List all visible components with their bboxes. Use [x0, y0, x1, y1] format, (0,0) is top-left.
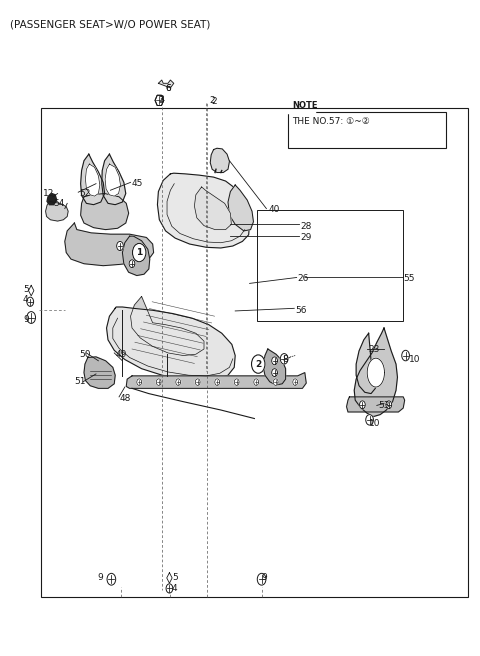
Polygon shape — [105, 164, 120, 196]
Polygon shape — [347, 397, 405, 412]
Text: 3: 3 — [158, 95, 164, 104]
Polygon shape — [46, 201, 68, 221]
Circle shape — [156, 379, 161, 385]
Text: 51: 51 — [74, 377, 86, 386]
Text: (PASSENGER SEAT>W/O POWER SEAT): (PASSENGER SEAT>W/O POWER SEAT) — [10, 20, 210, 30]
Text: 23: 23 — [369, 345, 380, 354]
Text: 55: 55 — [403, 274, 415, 283]
Text: 9: 9 — [23, 315, 29, 324]
Circle shape — [254, 379, 259, 385]
Polygon shape — [28, 285, 34, 296]
Text: 9: 9 — [262, 573, 267, 582]
Polygon shape — [81, 154, 105, 205]
Polygon shape — [131, 297, 204, 356]
Polygon shape — [158, 80, 174, 88]
Circle shape — [176, 379, 180, 385]
Circle shape — [234, 379, 239, 385]
Text: 1: 1 — [136, 248, 143, 257]
Circle shape — [132, 243, 146, 262]
Polygon shape — [167, 573, 172, 583]
Polygon shape — [228, 185, 253, 231]
Text: 4: 4 — [172, 584, 178, 593]
Bar — [41, 108, 468, 597]
Text: 53: 53 — [378, 401, 390, 410]
Text: 5: 5 — [172, 573, 178, 582]
Circle shape — [107, 573, 116, 585]
Polygon shape — [263, 349, 286, 385]
Polygon shape — [155, 95, 164, 106]
Text: 10: 10 — [369, 419, 380, 428]
Circle shape — [129, 260, 135, 268]
Text: 6: 6 — [166, 84, 171, 93]
Circle shape — [195, 379, 200, 385]
Polygon shape — [84, 357, 115, 388]
Text: 40: 40 — [269, 205, 280, 215]
Circle shape — [166, 584, 173, 593]
Circle shape — [360, 401, 365, 409]
Text: 6: 6 — [166, 84, 171, 93]
Text: 29: 29 — [300, 233, 312, 242]
Text: THE NO.57: ①~②: THE NO.57: ①~② — [292, 117, 370, 126]
Polygon shape — [102, 154, 126, 205]
Circle shape — [273, 379, 278, 385]
Polygon shape — [107, 307, 235, 380]
Circle shape — [117, 241, 123, 251]
Text: 52: 52 — [79, 189, 91, 198]
Circle shape — [293, 379, 298, 385]
Polygon shape — [210, 148, 229, 173]
Circle shape — [386, 401, 392, 409]
Polygon shape — [194, 187, 231, 230]
Circle shape — [137, 379, 142, 385]
Circle shape — [252, 355, 265, 373]
Polygon shape — [126, 373, 306, 388]
Circle shape — [280, 354, 288, 364]
Circle shape — [215, 379, 220, 385]
Polygon shape — [122, 236, 150, 276]
Text: NOTE: NOTE — [292, 100, 317, 110]
Text: 54: 54 — [53, 199, 64, 208]
Circle shape — [27, 297, 34, 306]
Text: 50: 50 — [79, 350, 91, 359]
Polygon shape — [85, 164, 100, 196]
Text: 3: 3 — [158, 96, 164, 105]
Bar — [288, 112, 446, 148]
Text: 9: 9 — [97, 573, 103, 582]
Text: 10: 10 — [409, 355, 421, 364]
Text: 4: 4 — [23, 295, 29, 304]
Polygon shape — [47, 194, 57, 205]
Circle shape — [257, 573, 266, 585]
Bar — [257, 210, 403, 321]
Text: 2: 2 — [209, 96, 215, 105]
Text: 28: 28 — [300, 222, 312, 231]
Text: 5: 5 — [23, 285, 29, 295]
Text: 8: 8 — [282, 355, 288, 364]
Text: 2: 2 — [211, 97, 217, 106]
Text: 2: 2 — [255, 359, 262, 369]
Text: 48: 48 — [120, 394, 132, 403]
Text: 26: 26 — [298, 274, 309, 283]
Polygon shape — [65, 223, 154, 266]
Text: 45: 45 — [132, 179, 144, 188]
Circle shape — [272, 357, 277, 365]
Circle shape — [272, 369, 277, 377]
Polygon shape — [356, 333, 375, 394]
Polygon shape — [367, 358, 384, 387]
Text: 49: 49 — [115, 350, 127, 359]
Polygon shape — [157, 173, 250, 248]
Text: 12: 12 — [43, 189, 55, 198]
Polygon shape — [81, 194, 129, 230]
Polygon shape — [354, 328, 397, 417]
Text: 56: 56 — [295, 306, 307, 315]
Circle shape — [402, 350, 409, 361]
Circle shape — [27, 312, 36, 323]
Circle shape — [366, 415, 373, 425]
